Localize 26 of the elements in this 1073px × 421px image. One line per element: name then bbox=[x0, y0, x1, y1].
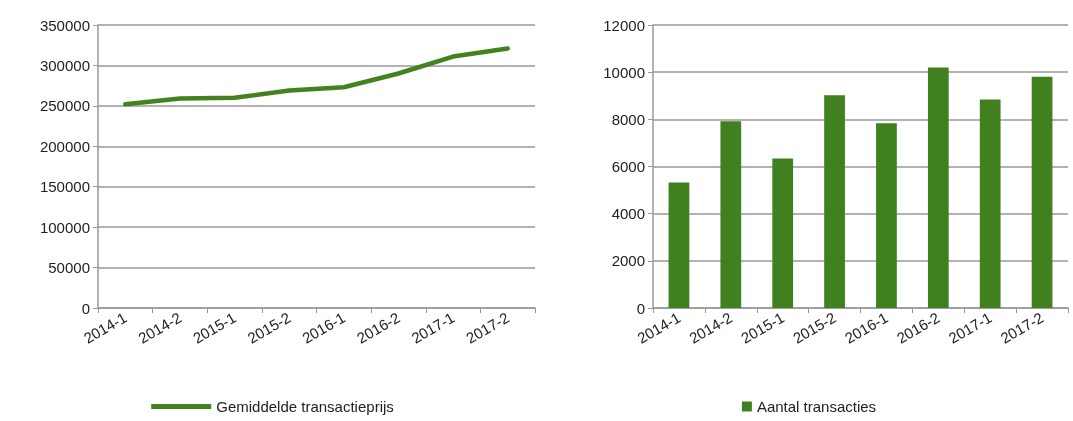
y-tick-label: 12000 bbox=[603, 16, 645, 34]
y-tick-label: 350000 bbox=[39, 16, 90, 34]
y-tick-label: 150000 bbox=[39, 178, 90, 196]
bar bbox=[1031, 76, 1053, 308]
y-tick-label: 6000 bbox=[611, 158, 645, 175]
line-series bbox=[123, 46, 510, 107]
bar bbox=[876, 123, 897, 308]
bar bbox=[979, 99, 1001, 308]
y-tick-label: 2000 bbox=[611, 252, 645, 270]
y-tick-label: 8000 bbox=[611, 110, 645, 128]
y-tick-label: 200000 bbox=[39, 137, 90, 155]
bar bbox=[824, 95, 845, 308]
bar bbox=[927, 67, 949, 308]
legend-label: Gemiddelde transactieprijs bbox=[216, 398, 394, 415]
y-tick-label: 0 bbox=[636, 299, 645, 317]
y-tick-label: 100000 bbox=[39, 218, 90, 236]
bar bbox=[668, 182, 690, 308]
y-tick-label: 10000 bbox=[603, 63, 645, 81]
y-tick-label: 50000 bbox=[48, 259, 90, 277]
y-tick-label: 4000 bbox=[611, 205, 645, 223]
bar bbox=[772, 158, 794, 308]
bar bbox=[720, 121, 742, 308]
legend-label: Aantal transacties bbox=[756, 398, 877, 415]
y-tick-label: 0 bbox=[81, 299, 90, 317]
y-tick-label: 300000 bbox=[39, 56, 90, 74]
y-tick-label: 250000 bbox=[39, 97, 90, 115]
